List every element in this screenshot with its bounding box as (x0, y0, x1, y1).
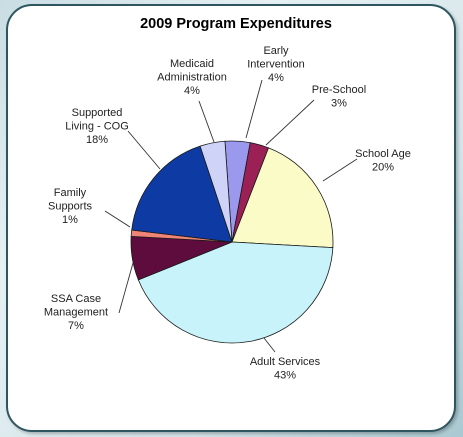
pie-slice-supported-living-cog (131, 145, 233, 243)
slice-value-adult-services: 43% (274, 370, 296, 382)
leader-line-supported-living-cog (127, 130, 161, 170)
slice-labels: Early Intervention 4% Pre-School 3% School Ag… (44, 45, 411, 382)
leader-line-school-age (322, 158, 358, 182)
leader-lines (104, 79, 358, 353)
slice-value-ssa-case-management: 7% (68, 320, 84, 332)
slice-label-medicaid-administration: Medicaid Administration 4% (157, 58, 227, 97)
slice-label-adult-services: Adult Services 43% (250, 356, 321, 382)
slice-value-early-intervention: 4% (268, 72, 284, 84)
leader-line-adult-services (263, 337, 276, 353)
leader-line-early-intervention (245, 79, 263, 139)
leader-line-ssa-case-management (118, 262, 134, 314)
pie-slice-medicaid-administration (199, 140, 233, 243)
leader-line-medicaid-administration (198, 100, 215, 143)
slice-label-supported-living-cog: Supported Living - COG 18% (65, 107, 129, 146)
leader-line-pre-school (265, 99, 315, 146)
pie-slice-adult-services (137, 241, 334, 344)
slice-label-early-intervention: Early Intervention 4% (247, 45, 304, 84)
chart-title: 2009 Program Expenditures (140, 16, 332, 32)
slice-label-school-age: School Age 20% (355, 148, 411, 174)
slice-value-medicaid-administration: 4% (184, 85, 200, 97)
slice-value-supported-living-cog: 18% (86, 134, 108, 146)
slice-label-ssa-case-management: SSA Case Management 7% (44, 293, 108, 332)
slice-value-school-age: 20% (372, 162, 394, 174)
slice-value-pre-school: 3% (331, 98, 347, 110)
pie-slice-school-age (231, 147, 334, 249)
slice-label-family-supports: Family Supports 1% (48, 187, 93, 226)
slice-value-family-supports: 1% (62, 214, 78, 226)
pie-slices (130, 140, 334, 344)
slice-label-pre-school: Pre-School 3% (312, 84, 366, 110)
leader-line-family-supports (104, 210, 131, 228)
